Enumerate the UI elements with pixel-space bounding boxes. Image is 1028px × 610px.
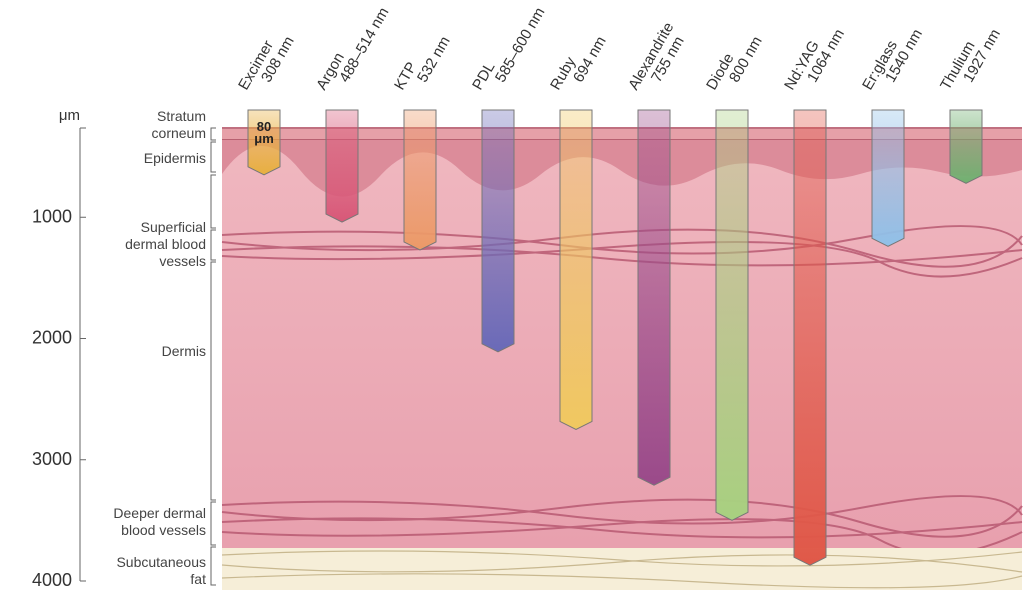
laser-label: Nd:YAG1064 nm [781,18,848,101]
laser-wavelength: 488–514 nm [336,5,392,86]
y-tick-label: 4000 [32,570,72,590]
layer-label: Subcutaneous fat [116,554,206,587]
laser-label: Alexandrite755 nm [625,20,691,101]
laser-bar [403,109,437,251]
laser-label: Er:glass1540 nm [859,18,926,101]
y-tick-label: 2000 [32,328,72,348]
laser-bar [715,109,749,521]
laser-label: Thulium1927 nm [937,18,1004,101]
laser-bar [793,109,827,566]
laser-wavelength: 585–600 nm [492,5,548,86]
layer-label: Dermis [162,343,206,359]
laser-bar [247,109,281,176]
laser-label: Diode800 nm [703,26,766,101]
laser-bar [871,109,905,247]
laser-label: Argon488–514 nm [313,0,392,101]
laser-wavelength: 532 nm [414,34,454,86]
layer-label: Stratum corneum [152,108,206,141]
y-axis-label: μm [59,107,80,124]
laser-bars [247,109,983,566]
layer-label: Deeper dermal blood vessels [113,505,206,538]
annotation: 80 μm [254,119,274,146]
laser-wavelength: 694 nm [570,34,610,86]
laser-label: Ruby694 nm [547,26,610,101]
laser-bar [325,109,359,223]
laser-label: KTP532 nm [391,26,454,101]
y-tick-label: 1000 [32,206,72,226]
laser-bar [949,109,983,184]
laser-bar [559,109,593,430]
laser-bar [637,109,671,486]
laser-label: PDL585–600 nm [469,0,548,101]
laser-label: Excimer308 nm [235,26,298,101]
layer-brackets [210,127,216,586]
layer-label: Superficial dermal blood vessels [125,219,206,269]
y-tick-label: 3000 [32,449,72,469]
layer-label: Epidermis [144,150,206,166]
layer-labels: Stratum corneum Epidermis Superficial dermal… [113,108,206,587]
laser-bar [481,109,515,353]
